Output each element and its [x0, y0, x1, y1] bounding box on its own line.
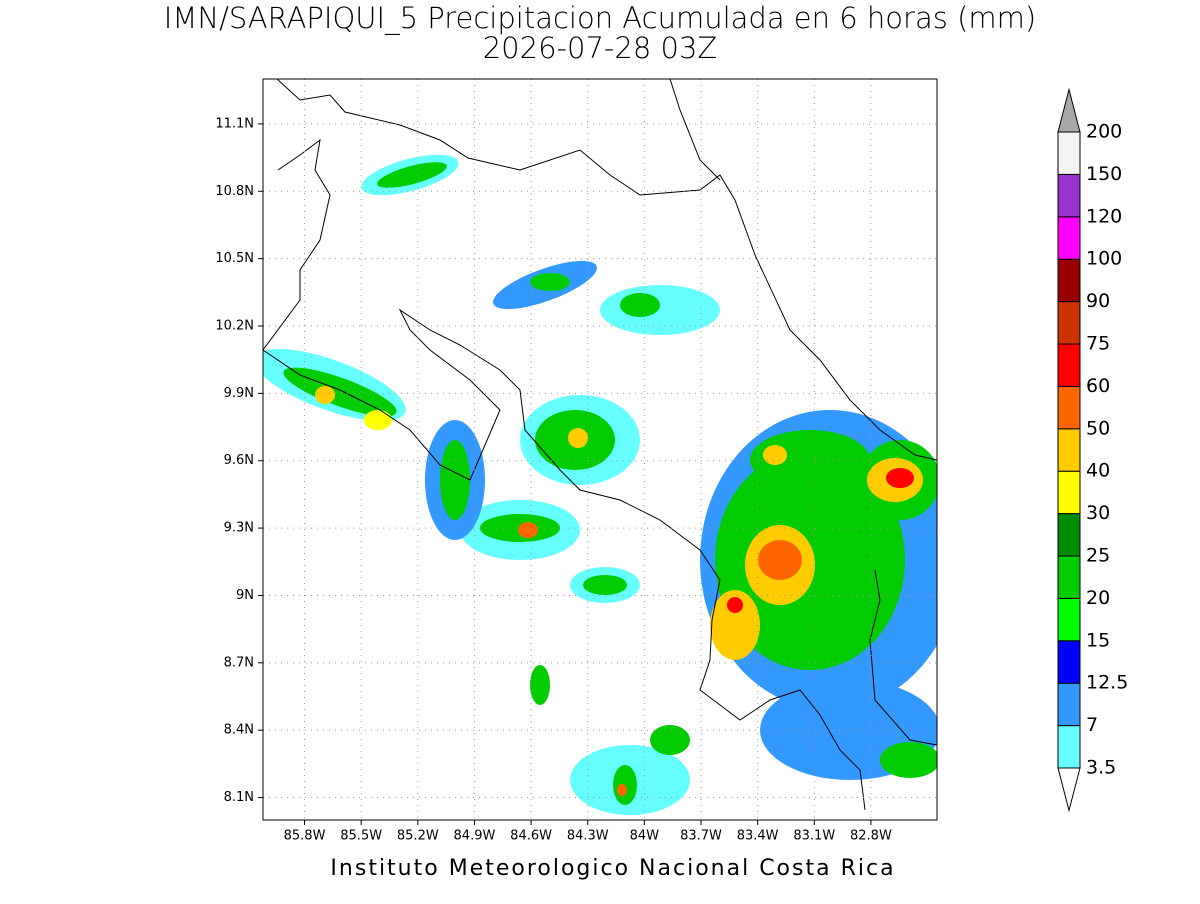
axes: 8.1N 8.4N 8.7N 9N 9.3N 9.6N 9.9N 10.2N 10.5N 10.8…	[215, 116, 892, 843]
colorbar-box	[1057, 173, 1081, 218]
colorbar-label: 200	[1086, 121, 1122, 143]
colorbar-box	[1057, 258, 1081, 303]
lon-tick-label: 84W	[630, 829, 660, 844]
border-nicaragua	[669, 79, 721, 181]
lat-tick-label: 10.8N	[215, 184, 254, 199]
colorbar-label: 40	[1086, 460, 1110, 482]
colorbar-label: 3.5	[1086, 757, 1116, 779]
precip-blobs	[263, 154, 937, 815]
colorbar-label: 100	[1086, 248, 1122, 270]
lat-tick-label: 9.9N	[224, 386, 254, 401]
colorbar: 3.5 7 12.5 15 20 25 30 40 50 60 75 90 100 120 150 200	[1057, 87, 1128, 813]
colorbar-box	[1057, 682, 1081, 727]
lon-tick-label: 82.8W	[850, 829, 892, 844]
colorbar-label: 30	[1086, 502, 1110, 524]
colorbar-box	[1057, 640, 1081, 684]
lat-tick-label: 9.3N	[224, 521, 254, 536]
colorbar-box	[1057, 725, 1081, 769]
colorbar-box	[1057, 470, 1081, 515]
coastline-caribbean	[276, 79, 937, 461]
lon-tick-label: 83.4W	[737, 829, 779, 844]
lat-tick-label: 11.1N	[215, 116, 254, 131]
colorbar-label: 50	[1086, 417, 1110, 439]
lon-tick-label: 85.8W	[284, 829, 326, 844]
colorbar-label: 12.5	[1086, 672, 1128, 694]
lon-tick-label: 84.3W	[567, 829, 609, 844]
map-title: IMN/SARAPIQUI_5 Precipitacion Acumulada …	[164, 1, 1036, 36]
colorbar-label: 150	[1086, 163, 1122, 185]
lon-tick-label: 85.2W	[397, 829, 439, 844]
colorbar-box	[1057, 555, 1081, 599]
colorbar-box	[1057, 301, 1081, 345]
colorbar-under	[1057, 767, 1081, 813]
colorbar-box	[1057, 385, 1081, 430]
colorbar-label: 7	[1086, 714, 1098, 736]
lon-tick-label: 84.6W	[510, 829, 552, 844]
lat-tick-label: 10.5N	[215, 251, 254, 266]
colorbar-box	[1057, 343, 1081, 387]
colorbar-box	[1057, 216, 1081, 260]
lat-tick-label: 10.2N	[215, 319, 254, 334]
colorbar-over	[1057, 87, 1081, 133]
map-subtitle: 2026-07-28 03Z	[483, 31, 718, 65]
lon-tick-label: 85.5W	[340, 829, 382, 844]
colorbar-box	[1057, 597, 1081, 642]
colorbar-box	[1057, 428, 1081, 472]
colorbar-label: 15	[1086, 629, 1110, 651]
lat-tick-label: 9N	[236, 588, 254, 603]
plot-frame	[262, 78, 938, 821]
lat-tick-label: 8.4N	[224, 723, 254, 738]
footer: Instituto Meteorologico Nacional Costa R…	[330, 856, 895, 881]
border-panama	[869, 569, 937, 746]
colorbar-box	[1057, 513, 1081, 557]
lat-tick-label: 8.7N	[224, 655, 254, 670]
precip-field	[263, 79, 937, 815]
lon-tick-label: 83.7W	[680, 829, 722, 844]
colorbar-box	[1057, 131, 1081, 175]
colorbar-label: 120	[1086, 205, 1122, 227]
lon-tick-label: 83.1W	[793, 829, 835, 844]
lon-tick-label: 84.9W	[454, 829, 496, 844]
lat-tick-label: 9.6N	[224, 453, 254, 468]
colorbar-label: 25	[1086, 545, 1110, 567]
lat-tick-label: 8.1N	[224, 790, 254, 805]
colorbar-label: 60	[1086, 375, 1110, 397]
colorbar-label: 90	[1086, 290, 1110, 312]
coastline-pacific	[263, 308, 866, 811]
grid	[263, 79, 937, 820]
colorbar-label: 20	[1086, 587, 1110, 609]
colorbar-label: 75	[1086, 333, 1110, 355]
coastline-nicoya	[263, 138, 331, 351]
